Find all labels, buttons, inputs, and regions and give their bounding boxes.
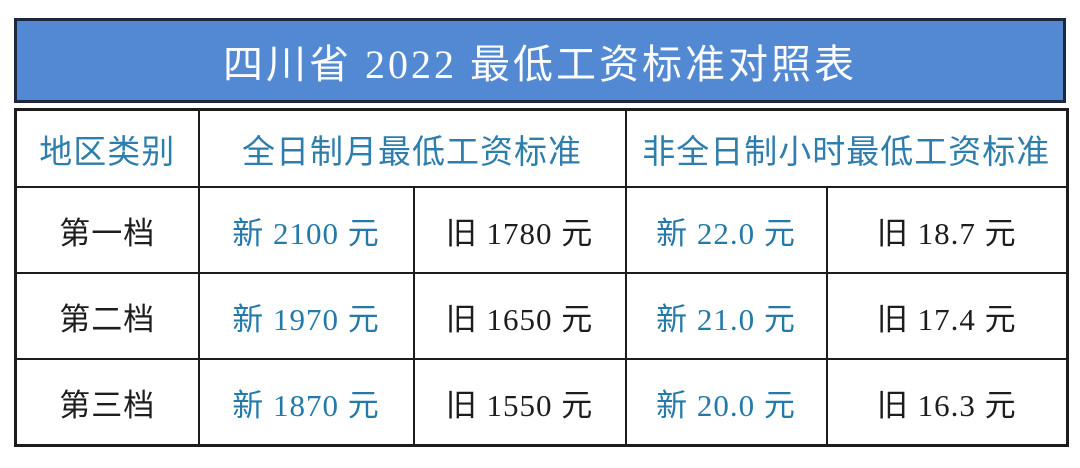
- wage-table: 地区类别 全日制月最低工资标准 非全日制小时最低工资标准 第一档 新 2100 …: [14, 108, 1069, 447]
- monthly-old-cell: 旧 1780 元: [412, 186, 627, 274]
- hourly-old-cell: 旧 18.7 元: [825, 186, 1069, 274]
- hourly-new-cell: 新 20.0 元: [624, 358, 828, 447]
- table-row-tier1: 第一档 新 2100 元 旧 1780 元 新 22.0 元 旧 18.7 元: [14, 186, 1069, 274]
- tier-cell: 第二档: [14, 272, 200, 360]
- hourly-new-cell: 新 22.0 元: [624, 186, 828, 274]
- hourly-old-cell: 旧 17.4 元: [825, 272, 1069, 360]
- table-title-bar: 四川省 2022 最低工资标准对照表: [14, 18, 1066, 103]
- table-row-tier2: 第二档 新 1970 元 旧 1650 元 新 21.0 元 旧 17.4 元: [14, 272, 1069, 360]
- hourly-new-cell: 新 21.0 元: [624, 272, 828, 360]
- monthly-new-cell: 新 1970 元: [197, 272, 415, 360]
- tier-cell: 第一档: [14, 186, 200, 274]
- header-parttime-hourly: 非全日制小时最低工资标准: [624, 108, 1069, 188]
- header-region-category: 地区类别: [14, 108, 200, 188]
- monthly-old-cell: 旧 1650 元: [412, 272, 627, 360]
- tier-cell: 第三档: [14, 358, 200, 447]
- hourly-old-cell: 旧 16.3 元: [825, 358, 1069, 447]
- monthly-old-cell: 旧 1550 元: [412, 358, 627, 447]
- monthly-new-cell: 新 2100 元: [197, 186, 415, 274]
- header-fulltime-monthly: 全日制月最低工资标准: [197, 108, 627, 188]
- table-row-tier3: 第三档 新 1870 元 旧 1550 元 新 20.0 元 旧 16.3 元: [14, 358, 1069, 447]
- monthly-new-cell: 新 1870 元: [197, 358, 415, 447]
- header-row: 地区类别 全日制月最低工资标准 非全日制小时最低工资标准: [14, 108, 1069, 188]
- page-title: 四川省 2022 最低工资标准对照表: [223, 41, 857, 87]
